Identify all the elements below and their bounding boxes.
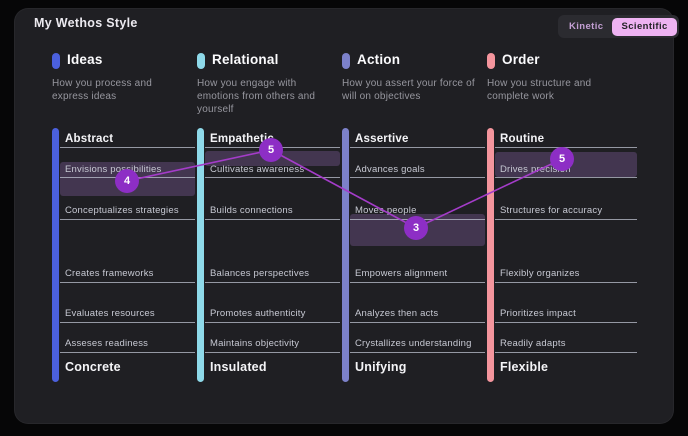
category-title: Order [502, 52, 540, 67]
grid-line [60, 147, 195, 148]
column-bottom-label: Insulated [210, 360, 267, 374]
grid-line [350, 322, 485, 323]
order-axis-bar [487, 128, 494, 382]
grid-line [60, 352, 195, 353]
column-top-label: Abstract [65, 133, 114, 145]
row-label: Cultivates awareness [210, 164, 305, 175]
row-label: Builds connections [210, 205, 293, 216]
category-description: How you assert your force of will on obj… [342, 78, 475, 102]
row-label: Promotes authenticity [210, 308, 306, 319]
column-top-label: Empathetic [210, 133, 274, 145]
row-label: Readily adapts [500, 338, 566, 349]
row-label: Empowers alignment [355, 268, 448, 279]
row-label: Maintains objectivity [210, 338, 300, 349]
row-label: Structures for accuracy [500, 205, 603, 216]
ideas-axis-bar [52, 128, 59, 382]
row-label: Prioritizes impact [500, 308, 576, 319]
category-header-order: Order How you structure and complete wor… [487, 52, 625, 103]
category-header-action: Action How you assert your force of will… [342, 52, 480, 103]
grid-line [205, 219, 340, 220]
column-top-label: Routine [500, 133, 545, 145]
grid-line [350, 282, 485, 283]
column-bottom-label: Concrete [65, 360, 121, 374]
row-label: Advances goals [355, 164, 425, 175]
action-axis-bar [342, 128, 349, 382]
column-bottom-label: Flexible [500, 360, 549, 374]
grid-line [350, 177, 485, 178]
grid-line [495, 282, 637, 283]
row-label: Evaluates resources [65, 308, 155, 319]
grid-line [60, 219, 195, 220]
category-description: How you process and express ideas [52, 78, 152, 102]
grid-line [205, 282, 340, 283]
score-marker-action[interactable]: 3 [404, 216, 428, 240]
category-description: How you engage with emotions from others… [197, 78, 316, 115]
grid-line [205, 177, 340, 178]
relational-dot-icon [197, 53, 205, 69]
score-marker-relational[interactable]: 5 [259, 138, 283, 162]
category-title: Ideas [67, 52, 103, 67]
row-label: Envisions possibilities [65, 164, 162, 175]
page-title: My Wethos Style [34, 16, 138, 30]
relational-axis-bar [197, 128, 204, 382]
grid-line [350, 147, 485, 148]
grid-line [350, 352, 485, 353]
grid-line [60, 322, 195, 323]
grid-line [60, 282, 195, 283]
row-label: Balances perspectives [210, 268, 310, 279]
column-top-label: Assertive [355, 133, 409, 145]
action-dot-icon [342, 53, 350, 69]
row-label: Creates frameworks [65, 268, 154, 279]
ideas-dot-icon [52, 53, 60, 69]
category-header-relational: Relational How you engage with emotions … [197, 52, 335, 116]
grid-line [495, 219, 637, 220]
grid-line [205, 352, 340, 353]
row-label: Moves people [355, 205, 417, 216]
row-label: Conceptualizes strategies [65, 205, 179, 216]
category-title: Action [357, 52, 401, 67]
column-bottom-label: Unifying [355, 360, 407, 374]
order-dot-icon [487, 53, 495, 69]
grid-line [495, 322, 637, 323]
category-title: Relational [212, 52, 279, 67]
row-label: Asseses readiness [65, 338, 149, 349]
mode-toggle: Kinetic Scientific [558, 15, 679, 38]
grid-line [495, 177, 637, 178]
category-description: How you structure and complete work [487, 78, 592, 102]
toggle-option-kinetic[interactable]: Kinetic [560, 18, 612, 36]
grid-line [205, 322, 340, 323]
score-marker-ideas[interactable]: 4 [115, 169, 139, 193]
grid-line [495, 352, 637, 353]
row-label: Flexibly organizes [500, 268, 580, 279]
toggle-option-scientific[interactable]: Scientific [612, 17, 677, 36]
row-label: Analyzes then acts [355, 308, 439, 319]
row-label: Crystallizes understanding [355, 338, 472, 349]
score-marker-order[interactable]: 5 [550, 147, 574, 171]
category-header-ideas: Ideas How you process and express ideas [52, 52, 190, 103]
